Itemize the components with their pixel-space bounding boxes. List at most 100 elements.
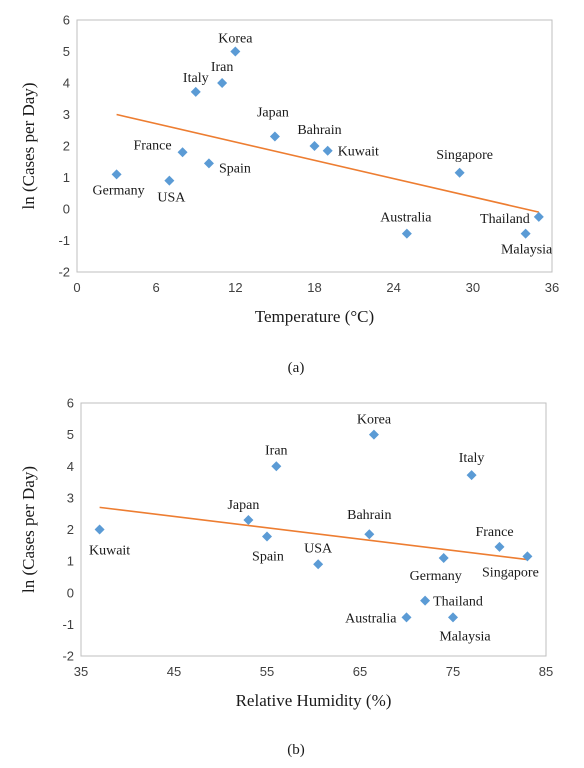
y-tick-label: 2 [67,522,74,537]
x-tick-label: 0 [73,280,80,295]
y-tick-label: 2 [63,139,70,154]
data-point-usa [164,175,175,186]
point-label-singapore: Singapore [482,565,539,580]
data-point-iran [217,78,228,88]
point-label-australia: Australia [345,611,397,626]
data-point-kuwait [94,524,105,535]
point-label-japan: Japan [257,106,289,121]
data-point-malaysia [520,228,531,239]
y-tick-label: 3 [67,490,74,505]
plot-frame [76,19,553,273]
data-point-iran [271,461,282,472]
x-tick-label: 75 [446,664,460,679]
x-axis-title: Relative Humidity (%) [236,691,392,710]
data-point-japan [269,131,280,142]
data-point-kuwait [322,145,333,156]
y-tick-label: 3 [63,107,70,122]
data-point-bahrain [309,141,320,151]
point-label-malaysia: Malaysia [439,629,491,644]
x-tick-label: 85 [539,664,553,679]
x-tick-label: 18 [307,280,321,295]
trendline [116,113,539,213]
data-point-italy [190,86,201,97]
y-tick-label: -2 [62,649,74,664]
x-tick-label: 35 [74,664,88,679]
point-label-usa: USA [304,541,333,556]
data-point-australia [401,612,412,623]
panel-caption: (b) [287,742,305,758]
point-label-australia: Australia [380,211,432,226]
y-tick-label: 1 [63,170,70,185]
point-label-germany: Germany [410,569,462,584]
data-point-italy [466,470,477,481]
y-tick-label: 0 [63,202,70,217]
data-point-france [494,541,505,552]
data-point-australia [401,228,412,239]
point-label-spain: Spain [219,161,251,176]
data-point-japan [243,515,254,526]
point-label-iran: Iran [265,443,288,458]
y-tick-label: 4 [67,459,74,474]
data-point-malaysia [448,612,458,623]
point-label-kuwait: Kuwait [338,145,379,160]
data-point-thailand [533,211,544,222]
x-tick-label: 12 [228,280,242,295]
data-point-germany [438,552,449,563]
data-point-usa [313,559,324,570]
y-tick-label: 4 [63,76,70,91]
x-axis-title: Temperature (°C) [255,307,374,326]
y-tick-label: -2 [58,265,70,280]
plot-frame [80,402,547,657]
point-label-italy: Italy [459,451,485,466]
point-label-usa: USA [157,191,186,206]
point-label-france: France [133,138,171,153]
data-point-korea [230,46,241,57]
data-point-germany [111,169,122,180]
y-tick-label: 5 [67,427,74,442]
data-point-spain [203,158,214,169]
x-tick-label: 45 [167,664,181,679]
point-label-singapore: Singapore [436,148,493,163]
point-label-spain: Spain [252,549,284,564]
point-label-korea: Korea [218,32,253,47]
y-tick-label: 1 [67,554,74,569]
y-tick-label: -1 [58,233,70,248]
point-label-italy: Italy [183,71,209,86]
data-point-singapore [454,167,465,178]
point-label-thailand: Thailand [480,212,530,227]
point-label-thailand: Thailand [433,595,483,610]
data-point-bahrain [364,529,375,540]
y-axis-title: ln (Cases per Day) [19,466,38,593]
point-label-korea: Korea [357,413,392,428]
x-tick-label: 65 [353,664,367,679]
y-tick-label: 6 [63,13,70,28]
x-tick-label: 24 [386,280,400,295]
y-tick-label: 6 [67,396,74,411]
panel-caption: (a) [288,360,305,376]
point-label-kuwait: Kuwait [89,544,130,559]
x-tick-label: 30 [466,280,480,295]
data-point-korea [368,429,379,440]
trendline [99,506,528,561]
y-axis-title: ln (Cases per Day) [19,83,38,210]
point-label-iran: Iran [211,60,234,75]
data-point-thailand [420,595,431,606]
x-tick-label: 36 [545,280,559,295]
y-tick-label: 0 [67,585,74,600]
data-point-singapore [522,551,533,562]
y-tick-label: -1 [62,617,74,632]
point-label-bahrain: Bahrain [297,123,341,138]
point-label-japan: Japan [227,498,259,513]
point-label-france: France [475,525,513,540]
data-point-france [177,147,188,158]
x-tick-label: 55 [260,664,274,679]
x-tick-label: 6 [153,280,160,295]
data-point-spain [262,531,272,542]
point-label-germany: Germany [93,183,145,198]
y-tick-label: 5 [63,44,70,59]
point-label-bahrain: Bahrain [347,508,391,523]
point-label-malaysia: Malaysia [501,243,553,258]
